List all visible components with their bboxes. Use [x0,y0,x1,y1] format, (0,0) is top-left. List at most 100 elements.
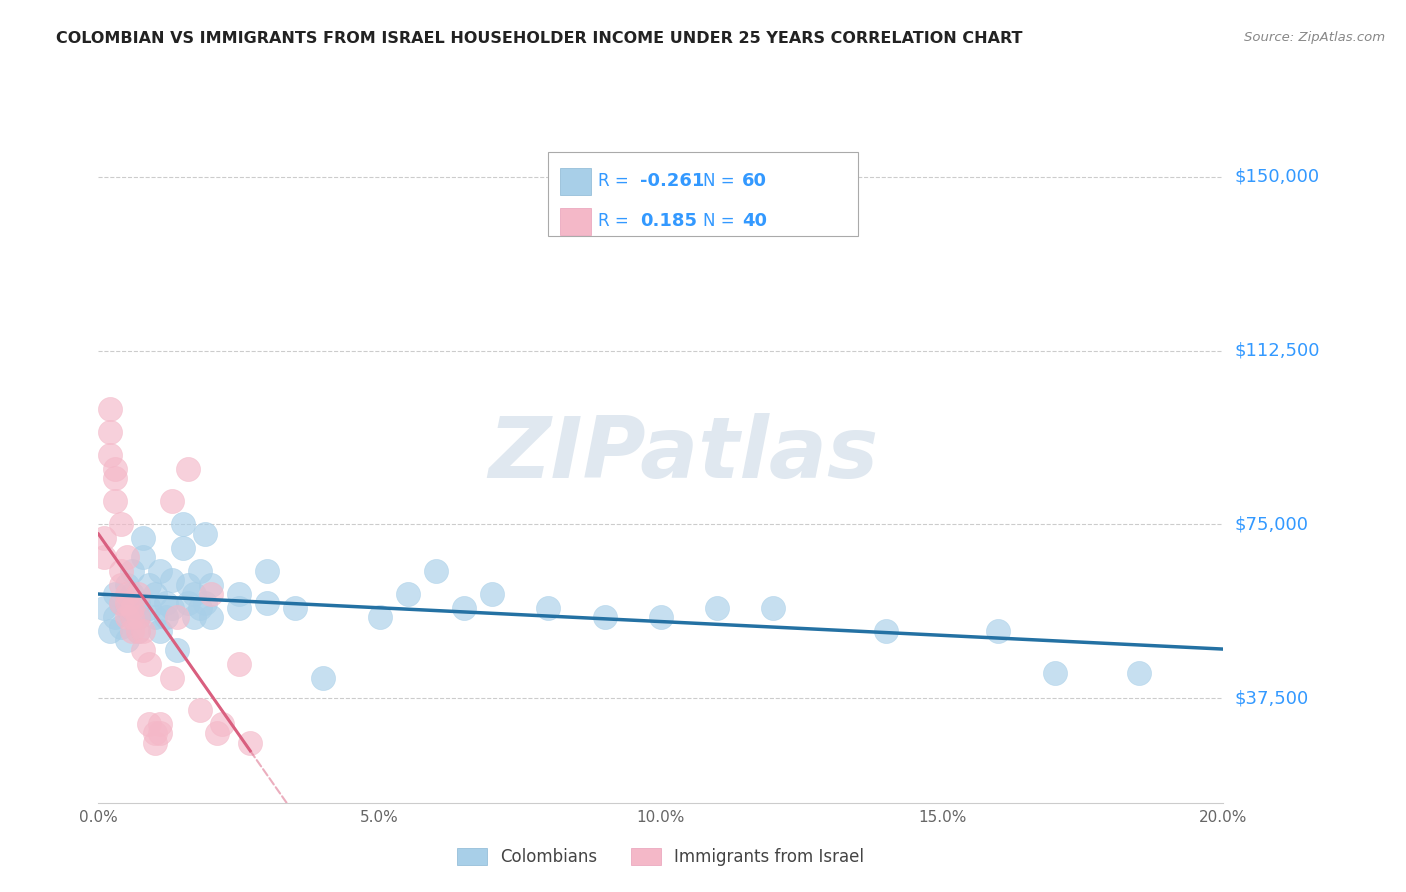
Point [593,610,616,624]
Point [110,619,132,633]
Point [188,703,211,717]
Point [115,549,138,564]
Point [127,596,149,610]
Text: $37,500: $37,500 [1234,690,1309,707]
Point [160,494,183,508]
Point [132,532,155,546]
Point [166,642,188,657]
Point [183,610,205,624]
Point [194,526,217,541]
Point [256,564,278,578]
Point [155,596,177,610]
Point [160,671,183,685]
Point [149,717,172,731]
Point [110,596,132,610]
Point [987,624,1010,639]
Point [228,587,250,601]
Text: COLOMBIAN VS IMMIGRANTS FROM ISRAEL HOUSEHOLDER INCOME UNDER 25 YEARS CORRELATIO: COLOMBIAN VS IMMIGRANTS FROM ISRAEL HOUS… [56,31,1022,46]
Text: R =: R = [598,212,638,230]
Point [188,601,211,615]
Point [110,596,132,610]
Text: $150,000: $150,000 [1234,168,1319,186]
Point [115,596,138,610]
Point [188,564,211,578]
Point [98,425,121,439]
Point [650,610,672,624]
Legend: Colombians, Immigrants from Israel: Colombians, Immigrants from Israel [449,839,873,874]
Point [115,587,138,601]
Text: ZIPatlas: ZIPatlas [488,413,879,497]
Point [132,642,155,657]
Point [138,657,160,671]
Text: 0.185: 0.185 [640,212,697,230]
Point [453,601,475,615]
Point [172,517,194,532]
Point [115,610,138,624]
Point [110,578,132,592]
Point [200,587,222,601]
Point [121,564,143,578]
Point [706,601,728,615]
Point [160,601,183,615]
Point [425,564,447,578]
Point [115,578,138,592]
Point [200,610,222,624]
Point [110,517,132,532]
Point [177,596,200,610]
Point [200,578,222,592]
Point [143,735,166,749]
Point [481,587,503,601]
Point [98,401,121,416]
Point [228,657,250,671]
Point [149,624,172,639]
Point [762,601,785,615]
Point [110,564,132,578]
Point [155,610,177,624]
Point [256,596,278,610]
Point [177,578,200,592]
Point [93,549,115,564]
Point [183,587,205,601]
Point [104,610,127,624]
Point [143,726,166,740]
Point [149,726,172,740]
Point [138,601,160,615]
Point [143,587,166,601]
Point [127,610,149,624]
Text: -0.261: -0.261 [640,172,704,190]
Point [166,610,188,624]
Point [537,601,560,615]
Text: 60: 60 [742,172,768,190]
Point [115,633,138,648]
Point [205,726,228,740]
Point [194,596,217,610]
Point [132,549,155,564]
Point [875,624,897,639]
Point [149,564,172,578]
Text: 40: 40 [742,212,768,230]
Point [127,587,149,601]
Text: N =: N = [703,212,740,230]
Point [368,610,391,624]
Point [239,735,262,749]
Point [228,601,250,615]
Text: $75,000: $75,000 [1234,516,1309,533]
Point [104,462,127,476]
Point [132,624,155,639]
Point [93,532,115,546]
Point [121,610,143,624]
Point [127,624,149,639]
Point [1128,665,1150,680]
Point [138,578,160,592]
Point [143,610,166,624]
Point [160,573,183,587]
Point [121,587,143,601]
Point [177,462,200,476]
Point [121,610,143,624]
Point [312,671,335,685]
Point [104,471,127,485]
Point [284,601,307,615]
Point [93,601,115,615]
Point [121,601,143,615]
Point [104,587,127,601]
